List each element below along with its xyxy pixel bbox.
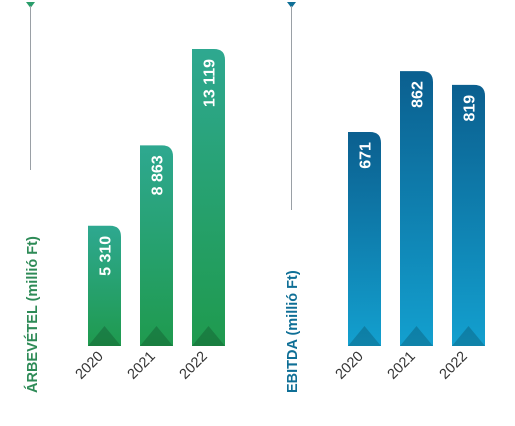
revenue-value-label-2022: 13 119 [202,59,219,107]
ebitda-x-tick-2021: 2021 [385,349,419,383]
ebitda-bar-base-triangle-2021 [400,326,433,346]
ebitda-marker-triangle [287,2,296,8]
ebitda-bar-base-triangle-2020 [348,326,381,346]
revenue-marker-triangle [26,2,35,8]
revenue-bars: 5 310 2020 8 863 2021 13 119 2022 [73,49,225,383]
ebitda-x-tick-2022: 2022 [437,349,471,383]
revenue-x-tick-2021: 2021 [125,349,159,383]
revenue-bar-2022 [192,49,225,346]
revenue-value-label-2021: 8 863 [150,155,167,195]
revenue-bar-base-triangle-2020 [88,326,121,346]
revenue-y-axis-label: ÁRBEVÉTEL (millió Ft) [24,236,41,393]
revenue-chart: ÁRBEVÉTEL (millió Ft) 5 310 2020 8 863 2021… [24,2,225,393]
revenue-bar-base-triangle-2021 [140,326,173,346]
revenue-x-tick-2020: 2020 [73,349,107,383]
ebitda-bar-base-triangle-2022 [452,326,485,346]
revenue-x-tick-2022: 2022 [177,349,211,383]
ebitda-bars: 671 2020 862 2021 819 2022 [333,71,485,383]
ebitda-value-label-2021: 862 [410,81,427,108]
revenue-bar-2021 [140,145,173,346]
revenue-bar-base-triangle-2022 [192,326,225,346]
revenue-bar-2020 [88,225,121,346]
ebitda-x-tick-2020: 2020 [333,349,367,383]
ebitda-value-label-2020: 671 [358,142,375,169]
ebitda-y-axis-label: EBITDA (millió Ft) [285,270,301,393]
ebitda-chart: EBITDA (millió Ft) 671 2020 862 2021 819 2022 [285,2,485,393]
ebitda-value-label-2022: 819 [462,95,479,122]
ebitda-bar-2022 [452,84,485,346]
ebitda-bar-2021 [400,71,433,347]
revenue-value-label-2020: 5 310 [98,236,115,276]
ebitda-bar-2020 [348,132,381,346]
